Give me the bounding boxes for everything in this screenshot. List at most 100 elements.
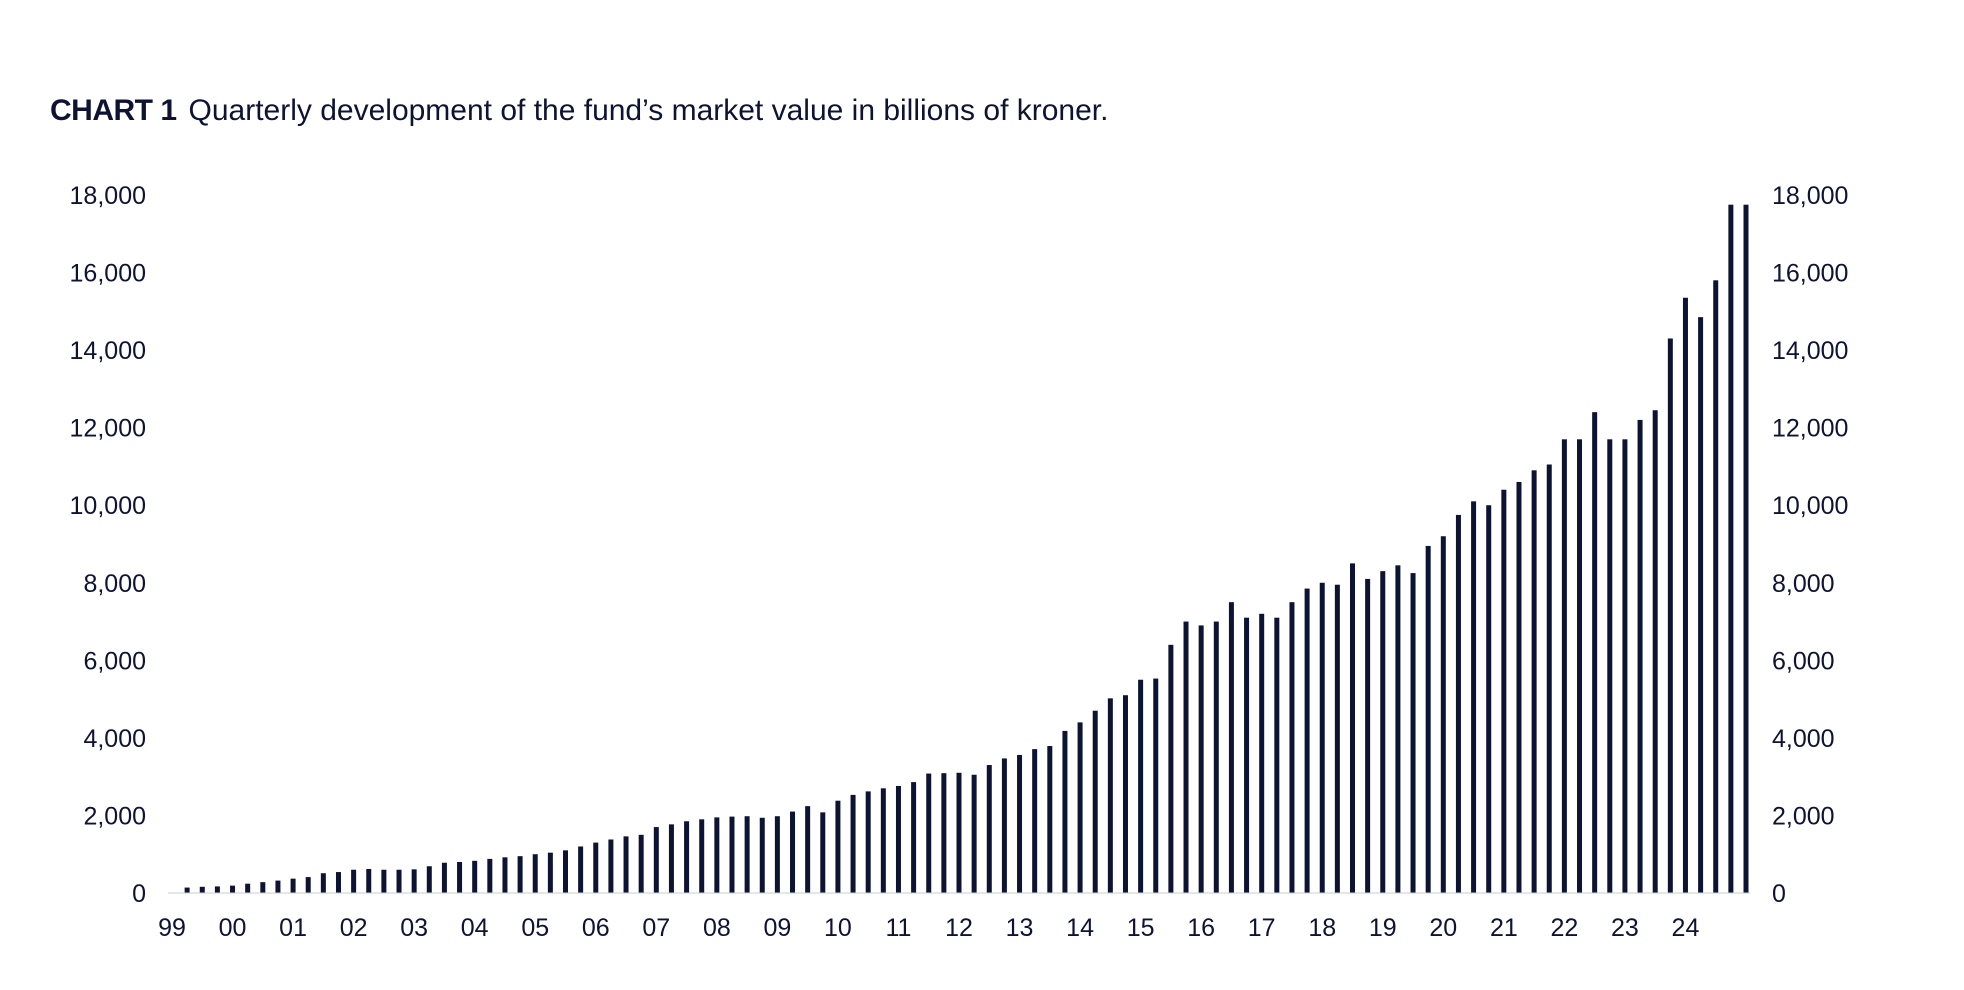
bar xyxy=(805,806,811,893)
x-tick-label: 23 xyxy=(1611,914,1639,942)
bar xyxy=(1274,617,1280,893)
bar xyxy=(1713,280,1719,893)
bar xyxy=(199,886,205,893)
bar xyxy=(1652,410,1658,893)
bar xyxy=(1319,582,1325,893)
y-tick-label: 8,000 xyxy=(83,570,146,598)
x-tick-label: 19 xyxy=(1369,914,1397,942)
bar xyxy=(305,877,311,893)
y-tick-label: 6,000 xyxy=(83,647,146,675)
bar xyxy=(184,887,190,893)
y-tick-label: 16,000 xyxy=(70,260,146,288)
y-tick-label: 10,000 xyxy=(70,492,146,520)
y-tick-label-right: 8,000 xyxy=(1772,570,1835,598)
bar xyxy=(1455,514,1461,893)
bar xyxy=(1032,749,1038,893)
y-tick-label-right: 16,000 xyxy=(1772,260,1848,288)
bar xyxy=(1743,204,1749,893)
bar xyxy=(956,772,962,893)
y-tick-label: 2,000 xyxy=(83,802,146,830)
left-y-axis: 0 2,000 4,000 6,000 8,000 10,000 12,000 14,000 1… xyxy=(70,182,146,908)
bar xyxy=(1425,545,1431,893)
y-tick-label: 18,000 xyxy=(70,182,146,210)
bar xyxy=(714,817,720,893)
x-tick-label: 08 xyxy=(703,914,731,942)
bar xyxy=(1561,439,1567,893)
bar xyxy=(1077,722,1083,893)
bar xyxy=(532,854,538,893)
x-tick-label: 03 xyxy=(400,914,428,942)
bar xyxy=(1410,573,1416,893)
bar xyxy=(1637,419,1643,893)
bar xyxy=(790,811,796,893)
bar xyxy=(563,850,568,893)
bar xyxy=(1228,602,1234,893)
bar xyxy=(381,869,387,893)
bar xyxy=(1728,204,1734,893)
bar xyxy=(1592,412,1598,893)
bar xyxy=(638,834,644,893)
bar xyxy=(457,861,463,893)
bar xyxy=(411,869,417,893)
y-tick-label: 14,000 xyxy=(70,337,146,365)
bar xyxy=(1380,571,1386,893)
bar xyxy=(260,882,266,893)
bar xyxy=(1153,678,1159,893)
bar xyxy=(608,839,614,893)
bar xyxy=(668,824,674,893)
bar xyxy=(684,821,690,893)
x-tick-label: 12 xyxy=(945,914,973,942)
bar xyxy=(1001,758,1007,893)
bar xyxy=(653,827,659,893)
bar xyxy=(1122,695,1128,893)
bar xyxy=(1244,617,1250,893)
bar xyxy=(1289,602,1295,893)
bar xyxy=(1259,613,1265,893)
chart-title-label: CHART 1 xyxy=(50,94,177,127)
bar xyxy=(487,858,493,893)
x-axis: 99 00 01 02 03 04 05 06 07 08 09 10 11 12 13 14 15 16 17 18… xyxy=(158,914,1699,942)
x-tick-label: 21 xyxy=(1490,914,1518,942)
bar xyxy=(230,885,236,893)
chart-title-text: Quarterly development of the fund’s mark… xyxy=(188,94,1109,127)
bar xyxy=(1471,501,1477,893)
bar xyxy=(396,869,402,893)
x-tick-label: 14 xyxy=(1066,914,1094,942)
y-tick-label: 4,000 xyxy=(83,725,146,753)
bar xyxy=(986,765,992,893)
bar xyxy=(759,817,765,893)
x-tick-label: 99 xyxy=(158,914,186,942)
x-tick-label: 01 xyxy=(279,914,307,942)
bar xyxy=(623,836,629,893)
bar xyxy=(426,866,432,893)
bar xyxy=(1531,470,1537,893)
bar xyxy=(835,800,841,893)
bar xyxy=(1304,588,1310,893)
bar xyxy=(214,886,220,893)
bar xyxy=(1017,754,1023,893)
bar xyxy=(1486,505,1492,893)
y-tick-label-right: 12,000 xyxy=(1772,415,1848,443)
bar xyxy=(441,862,447,893)
bar xyxy=(1138,679,1144,893)
bar xyxy=(578,846,584,893)
bar xyxy=(1440,536,1446,893)
bar xyxy=(820,812,826,893)
bar xyxy=(1183,621,1189,893)
x-tick-label: 16 xyxy=(1187,914,1215,942)
bar xyxy=(941,773,947,893)
bar xyxy=(895,785,901,893)
bar xyxy=(850,794,856,893)
bar xyxy=(729,816,735,893)
bar xyxy=(699,819,705,893)
bar xyxy=(1168,644,1174,893)
bar xyxy=(1607,439,1613,893)
bar xyxy=(1698,317,1704,893)
x-tick-label: 18 xyxy=(1308,914,1336,942)
bar xyxy=(1350,563,1355,893)
bar xyxy=(865,791,871,893)
y-tick-label-right: 4,000 xyxy=(1772,725,1835,753)
y-tick-label-right: 2,000 xyxy=(1772,802,1835,830)
x-tick-label: 05 xyxy=(521,914,549,942)
